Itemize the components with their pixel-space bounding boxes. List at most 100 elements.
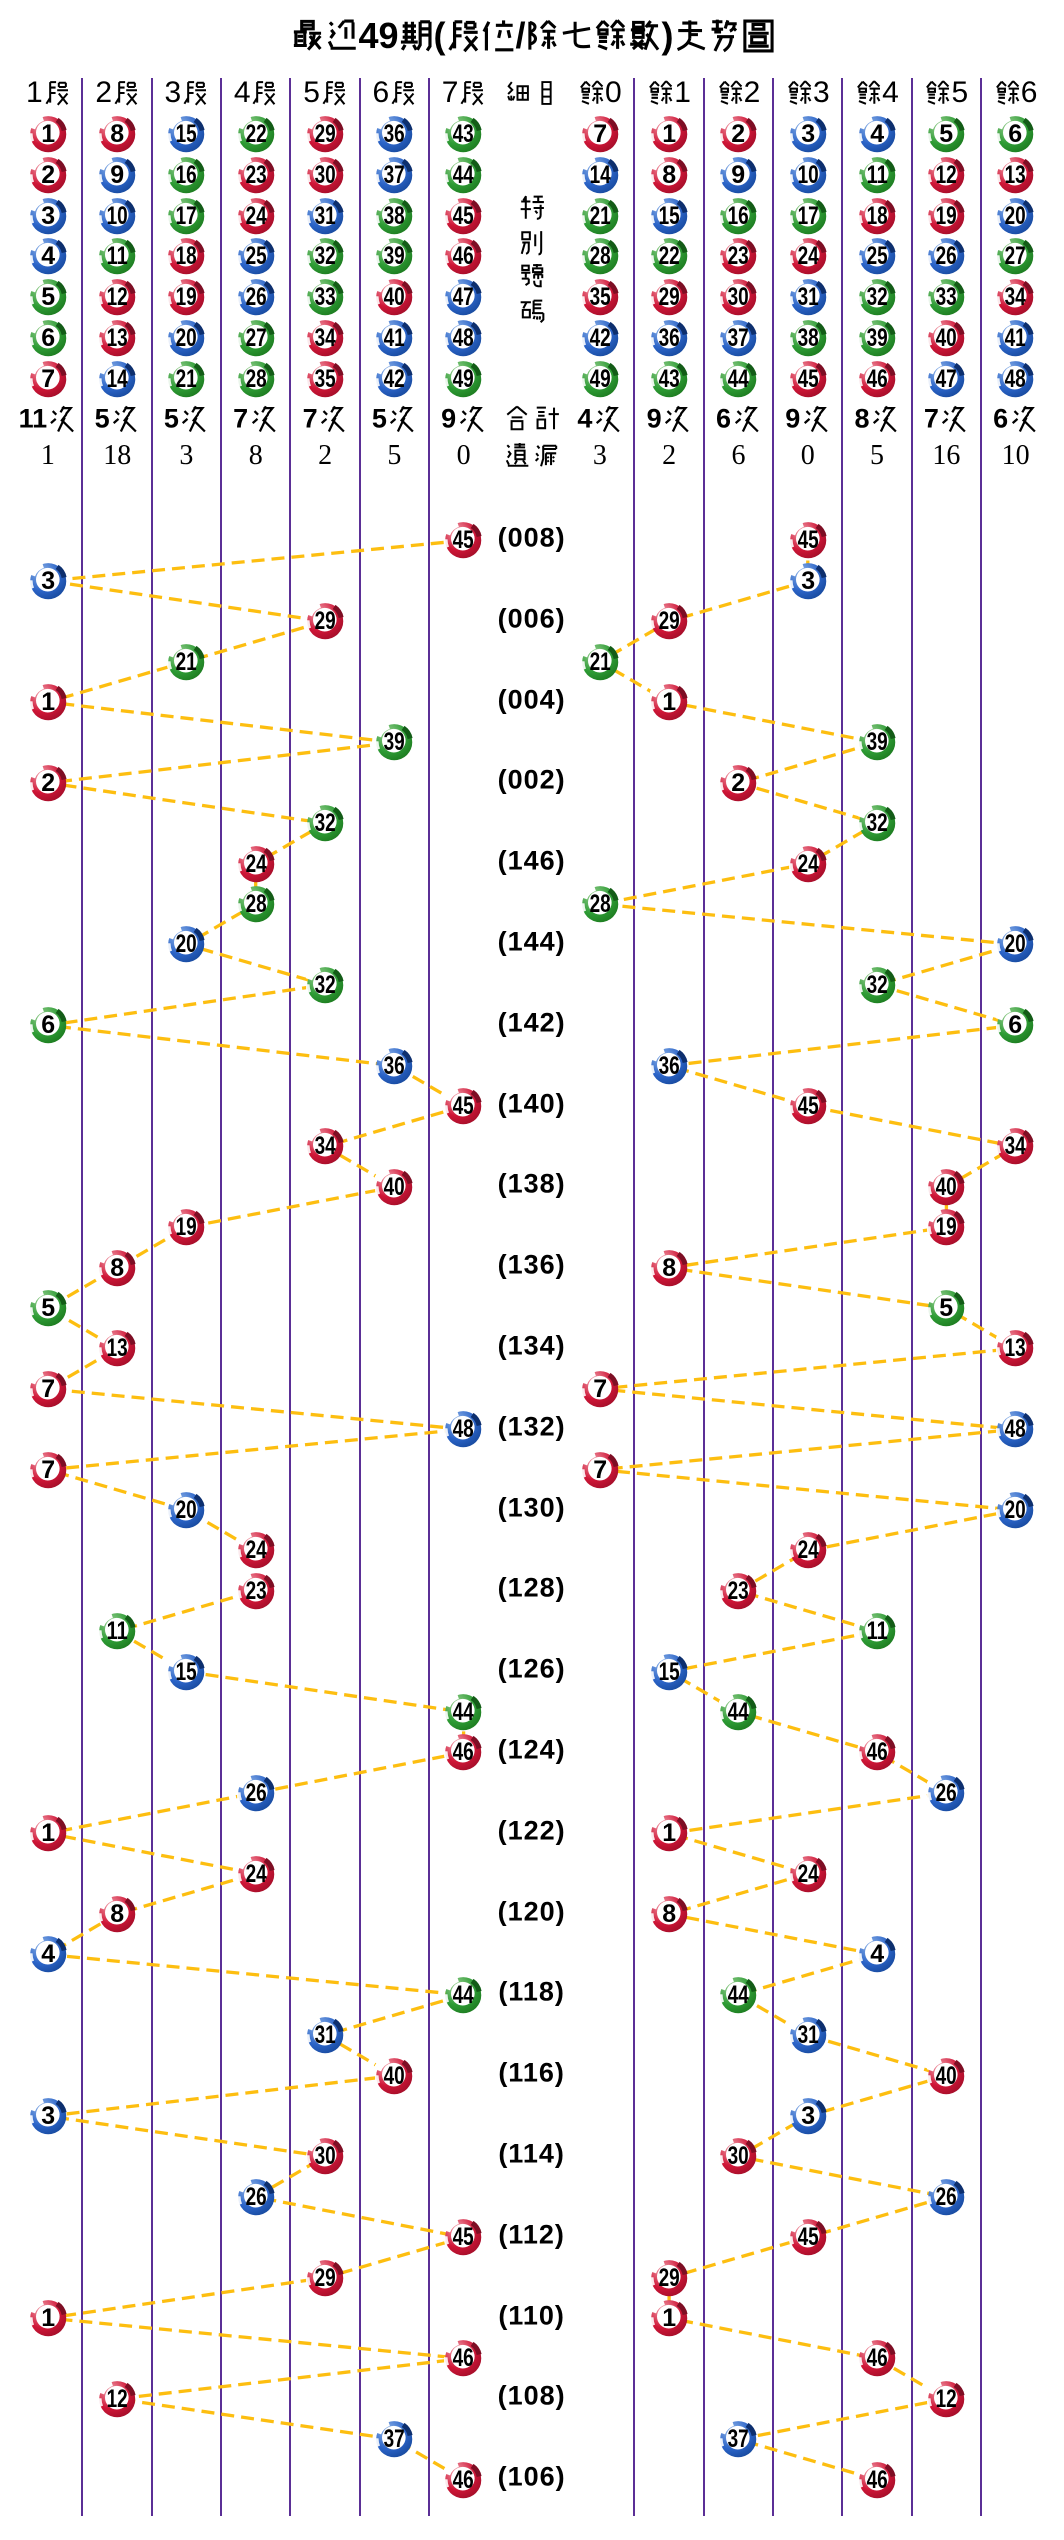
svg-text:32: 32: [866, 809, 887, 837]
svg-text:22: 22: [245, 120, 266, 148]
svg-text:47: 47: [453, 283, 474, 311]
svg-text:42: 42: [589, 324, 610, 352]
svg-text:49: 49: [589, 365, 610, 393]
svg-text:48: 48: [1005, 365, 1026, 393]
svg-text:46: 46: [866, 1738, 887, 1766]
svg-text:21: 21: [589, 647, 610, 675]
svg-text:5: 5: [41, 283, 55, 311]
svg-text:23: 23: [245, 161, 266, 189]
svg-text:30: 30: [728, 2142, 749, 2170]
svg-text:16: 16: [728, 202, 749, 230]
svg-text:28: 28: [245, 365, 266, 393]
svg-text:40: 40: [384, 2061, 405, 2089]
svg-text:20: 20: [1005, 202, 1026, 230]
svg-text:2: 2: [731, 120, 745, 148]
svg-text:34: 34: [1005, 283, 1026, 311]
svg-text:4: 4: [870, 120, 884, 148]
svg-text:30: 30: [728, 283, 749, 311]
svg-text:25: 25: [866, 242, 887, 270]
svg-text:27: 27: [1005, 242, 1026, 270]
svg-text:23: 23: [245, 1577, 266, 1605]
svg-text:34: 34: [315, 324, 336, 352]
svg-text:1: 1: [41, 2304, 55, 2332]
svg-text:37: 37: [728, 324, 749, 352]
svg-text:12: 12: [936, 161, 957, 189]
svg-text:36: 36: [659, 1051, 680, 1079]
svg-text:20: 20: [176, 1496, 197, 1524]
svg-text:32: 32: [866, 283, 887, 311]
svg-text:20: 20: [176, 324, 197, 352]
svg-text:7: 7: [593, 1375, 607, 1403]
svg-text:20: 20: [1005, 1496, 1026, 1524]
svg-text:45: 45: [797, 2223, 818, 2251]
svg-text:26: 26: [936, 2183, 957, 2211]
svg-text:28: 28: [589, 890, 610, 918]
svg-text:13: 13: [1005, 161, 1026, 189]
svg-text:45: 45: [797, 365, 818, 393]
svg-text:46: 46: [453, 2344, 474, 2372]
svg-text:46: 46: [866, 2344, 887, 2372]
svg-text:6: 6: [1009, 120, 1023, 148]
svg-text:7: 7: [41, 365, 55, 393]
svg-text:1: 1: [41, 688, 55, 716]
svg-text:27: 27: [245, 324, 266, 352]
svg-text:30: 30: [315, 161, 336, 189]
svg-text:14: 14: [107, 365, 128, 393]
svg-text:1: 1: [662, 2304, 676, 2332]
svg-text:15: 15: [659, 1657, 680, 1685]
svg-text:46: 46: [453, 1738, 474, 1766]
svg-text:2: 2: [41, 161, 55, 189]
svg-text:13: 13: [107, 1334, 128, 1362]
svg-text:43: 43: [659, 365, 680, 393]
svg-text:28: 28: [589, 242, 610, 270]
svg-text:33: 33: [315, 283, 336, 311]
svg-text:19: 19: [936, 1213, 957, 1241]
svg-text:2: 2: [731, 769, 745, 797]
svg-text:29: 29: [315, 120, 336, 148]
svg-text:45: 45: [797, 526, 818, 554]
svg-text:3: 3: [41, 2102, 55, 2130]
svg-text:24: 24: [245, 849, 266, 877]
svg-text:37: 37: [384, 161, 405, 189]
svg-text:44: 44: [728, 1981, 749, 2009]
svg-text:6: 6: [41, 1011, 55, 1039]
svg-text:20: 20: [1005, 930, 1026, 958]
svg-text:13: 13: [107, 324, 128, 352]
svg-text:40: 40: [936, 2061, 957, 2089]
svg-text:29: 29: [659, 283, 680, 311]
svg-text:31: 31: [315, 2021, 336, 2049]
svg-text:37: 37: [384, 2425, 405, 2453]
svg-text:35: 35: [315, 365, 336, 393]
svg-text:7: 7: [41, 1455, 55, 1483]
svg-text:12: 12: [107, 2385, 128, 2413]
svg-text:29: 29: [659, 607, 680, 635]
svg-text:28: 28: [245, 890, 266, 918]
svg-text:26: 26: [245, 2183, 266, 2211]
svg-text:9: 9: [731, 161, 745, 189]
svg-text:44: 44: [728, 365, 749, 393]
svg-text:46: 46: [866, 365, 887, 393]
svg-text:25: 25: [245, 242, 266, 270]
svg-text:24: 24: [797, 242, 818, 270]
svg-text:21: 21: [589, 202, 610, 230]
svg-text:37: 37: [728, 2425, 749, 2453]
svg-text:32: 32: [315, 971, 336, 999]
svg-text:11: 11: [107, 1617, 128, 1645]
svg-text:24: 24: [797, 849, 818, 877]
svg-text:35: 35: [589, 283, 610, 311]
svg-text:1: 1: [662, 120, 676, 148]
svg-text:31: 31: [797, 2021, 818, 2049]
svg-text:40: 40: [384, 1173, 405, 1201]
svg-text:45: 45: [453, 2223, 474, 2251]
svg-text:40: 40: [936, 1173, 957, 1201]
svg-text:6: 6: [41, 324, 55, 352]
svg-text:24: 24: [797, 1859, 818, 1887]
svg-text:10: 10: [107, 202, 128, 230]
svg-text:1: 1: [41, 120, 55, 148]
svg-text:31: 31: [797, 283, 818, 311]
svg-text:24: 24: [245, 1536, 266, 1564]
svg-text:8: 8: [662, 1253, 676, 1281]
svg-text:38: 38: [797, 324, 818, 352]
svg-text:45: 45: [453, 202, 474, 230]
svg-text:11: 11: [866, 1617, 887, 1645]
